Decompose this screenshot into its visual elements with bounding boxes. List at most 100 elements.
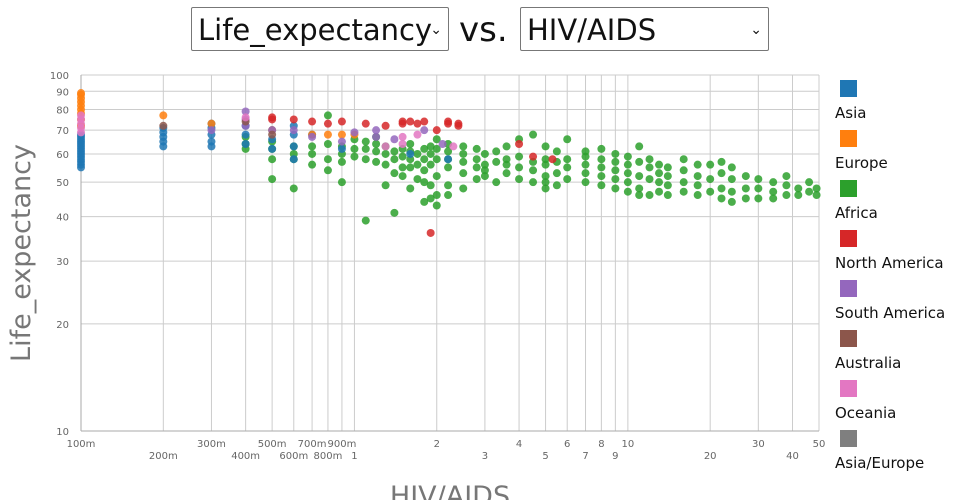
- data-point-africa[interactable]: [529, 130, 538, 139]
- data-point-africa[interactable]: [623, 160, 632, 169]
- data-point-africa[interactable]: [308, 160, 317, 169]
- data-point-north-america[interactable]: [289, 115, 298, 124]
- data-point-south-america[interactable]: [372, 126, 381, 135]
- data-point-africa[interactable]: [381, 160, 390, 169]
- data-point-africa[interactable]: [444, 163, 453, 172]
- data-point-south-america[interactable]: [438, 139, 447, 148]
- data-point-africa[interactable]: [645, 191, 654, 200]
- data-point-north-america[interactable]: [426, 228, 435, 237]
- data-point-africa[interactable]: [563, 163, 572, 172]
- data-point-africa[interactable]: [390, 169, 399, 178]
- data-point-africa[interactable]: [426, 194, 435, 203]
- x-variable-select[interactable]: HIV/AIDS ⌄: [520, 7, 769, 51]
- data-point-africa[interactable]: [492, 157, 501, 166]
- data-point-africa[interactable]: [597, 172, 606, 181]
- data-point-africa[interactable]: [398, 163, 407, 172]
- data-point-north-america[interactable]: [406, 117, 415, 126]
- data-point-europe[interactable]: [337, 130, 346, 139]
- data-point-oceania[interactable]: [241, 113, 250, 122]
- data-point-europe[interactable]: [323, 130, 332, 139]
- data-point-africa[interactable]: [805, 187, 814, 196]
- data-point-africa[interactable]: [635, 142, 644, 151]
- data-point-africa[interactable]: [459, 149, 468, 158]
- data-point-africa[interactable]: [361, 216, 370, 225]
- data-point-north-america[interactable]: [337, 117, 346, 126]
- data-point-africa[interactable]: [390, 155, 399, 164]
- data-point-africa[interactable]: [472, 144, 481, 153]
- y-variable-select[interactable]: Life_expectancy ⌄: [191, 7, 449, 51]
- data-point-africa[interactable]: [769, 178, 778, 187]
- data-point-north-america[interactable]: [529, 152, 538, 161]
- data-point-africa[interactable]: [502, 155, 511, 164]
- data-point-africa[interactable]: [679, 166, 688, 175]
- data-point-north-america[interactable]: [381, 121, 390, 130]
- data-point-africa[interactable]: [663, 172, 672, 181]
- data-point-africa[interactable]: [492, 147, 501, 156]
- data-point-africa[interactable]: [581, 160, 590, 169]
- data-point-africa[interactable]: [420, 178, 429, 187]
- data-point-africa[interactable]: [611, 166, 620, 175]
- data-point-africa[interactable]: [663, 191, 672, 200]
- data-point-africa[interactable]: [420, 144, 429, 153]
- data-point-africa[interactable]: [812, 191, 821, 200]
- data-point-africa[interactable]: [655, 169, 664, 178]
- data-point-africa[interactable]: [459, 184, 468, 193]
- data-point-north-america[interactable]: [444, 117, 453, 126]
- data-point-africa[interactable]: [581, 169, 590, 178]
- data-point-europe[interactable]: [77, 89, 85, 98]
- data-point-africa[interactable]: [459, 169, 468, 178]
- data-point-africa[interactable]: [611, 157, 620, 166]
- data-point-africa[interactable]: [529, 178, 538, 187]
- data-point-africa[interactable]: [597, 181, 606, 190]
- data-point-africa[interactable]: [623, 178, 632, 187]
- data-point-africa[interactable]: [480, 172, 489, 181]
- data-point-oceania[interactable]: [413, 130, 422, 139]
- data-point-africa[interactable]: [541, 155, 550, 164]
- data-point-africa[interactable]: [635, 172, 644, 181]
- data-point-africa[interactable]: [390, 208, 399, 217]
- data-point-africa[interactable]: [323, 155, 332, 164]
- data-point-south-america[interactable]: [308, 132, 317, 141]
- data-point-africa[interactable]: [444, 147, 453, 156]
- data-point-africa[interactable]: [323, 111, 332, 120]
- data-point-europe[interactable]: [207, 119, 216, 128]
- data-point-oceania[interactable]: [398, 139, 407, 148]
- data-point-africa[interactable]: [679, 155, 688, 164]
- data-point-africa[interactable]: [381, 181, 390, 190]
- data-point-asia[interactable]: [241, 130, 250, 139]
- data-point-africa[interactable]: [717, 169, 726, 178]
- data-point-asia[interactable]: [289, 155, 298, 164]
- data-point-africa[interactable]: [754, 184, 763, 193]
- data-point-africa[interactable]: [782, 172, 791, 181]
- data-point-africa[interactable]: [502, 169, 511, 178]
- data-point-africa[interactable]: [372, 147, 381, 156]
- data-point-south-america[interactable]: [207, 126, 216, 135]
- data-point-africa[interactable]: [444, 181, 453, 190]
- data-point-africa[interactable]: [597, 163, 606, 172]
- data-point-australia[interactable]: [268, 130, 277, 139]
- data-point-africa[interactable]: [432, 155, 441, 164]
- data-point-africa[interactable]: [541, 142, 550, 151]
- data-point-africa[interactable]: [420, 155, 429, 164]
- data-point-africa[interactable]: [693, 181, 702, 190]
- data-point-africa[interactable]: [426, 181, 435, 190]
- data-point-africa[interactable]: [611, 175, 620, 184]
- data-point-africa[interactable]: [693, 172, 702, 181]
- data-point-africa[interactable]: [406, 163, 415, 172]
- data-point-africa[interactable]: [492, 178, 501, 187]
- data-point-africa[interactable]: [420, 166, 429, 175]
- data-point-africa[interactable]: [472, 155, 481, 164]
- data-point-south-america[interactable]: [390, 135, 399, 144]
- data-point-africa[interactable]: [727, 197, 736, 206]
- data-point-africa[interactable]: [515, 175, 524, 184]
- data-point-africa[interactable]: [406, 139, 415, 148]
- data-point-south-america[interactable]: [337, 137, 346, 146]
- data-point-north-america[interactable]: [413, 119, 422, 128]
- data-point-africa[interactable]: [552, 169, 561, 178]
- data-point-africa[interactable]: [754, 175, 763, 184]
- data-point-africa[interactable]: [794, 184, 803, 193]
- data-point-africa[interactable]: [635, 184, 644, 193]
- data-point-asia[interactable]: [241, 139, 250, 148]
- data-point-africa[interactable]: [717, 184, 726, 193]
- data-point-africa[interactable]: [623, 187, 632, 196]
